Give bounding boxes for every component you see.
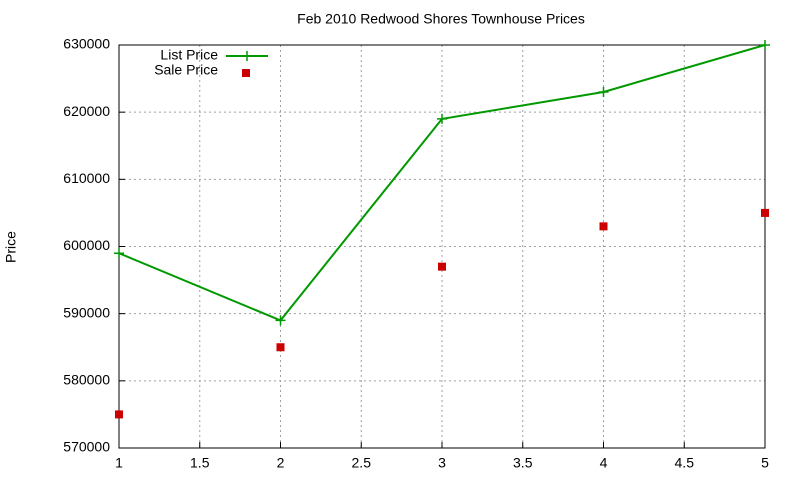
- point: [114, 248, 124, 259]
- chart-title: Feb 2010 Redwood Shores Townhouse Prices: [297, 11, 585, 27]
- legend-label: Sale Price: [154, 62, 218, 78]
- x-tick-label: 1.5: [190, 455, 210, 471]
- point: [437, 113, 447, 124]
- plot-frame: [118, 44, 766, 449]
- x-tick-label: 4.5: [675, 455, 695, 471]
- legend-label: List Price: [160, 47, 218, 63]
- legend-marker: [242, 51, 252, 61]
- x-tick-label: 1: [115, 455, 123, 471]
- y-tick-label: 600000: [63, 237, 110, 253]
- point: [276, 343, 285, 352]
- x-tick-label: 3.5: [513, 455, 533, 471]
- y-tick-label: 590000: [63, 304, 110, 320]
- x-tick-label: 5: [761, 455, 769, 471]
- point: [275, 315, 286, 326]
- x-tick-label: 3: [438, 455, 446, 471]
- legend-marker: [242, 69, 250, 77]
- point: [115, 410, 123, 419]
- y-tick-label: 570000: [63, 439, 110, 455]
- y-tick-label: 580000: [63, 372, 110, 388]
- x-tick-label: 2.5: [352, 455, 372, 471]
- point: [438, 262, 446, 271]
- y-tick-label: 620000: [63, 103, 110, 119]
- y-tick-label: 610000: [63, 170, 110, 186]
- x-tick-label: 2: [277, 455, 285, 471]
- y-axis-label: Price: [3, 231, 19, 263]
- x-tick-label: 4: [600, 455, 608, 471]
- y-tick-label: 630000: [63, 36, 110, 52]
- point: [760, 40, 770, 50]
- point: [761, 208, 769, 217]
- point: [599, 222, 608, 231]
- point: [598, 87, 609, 98]
